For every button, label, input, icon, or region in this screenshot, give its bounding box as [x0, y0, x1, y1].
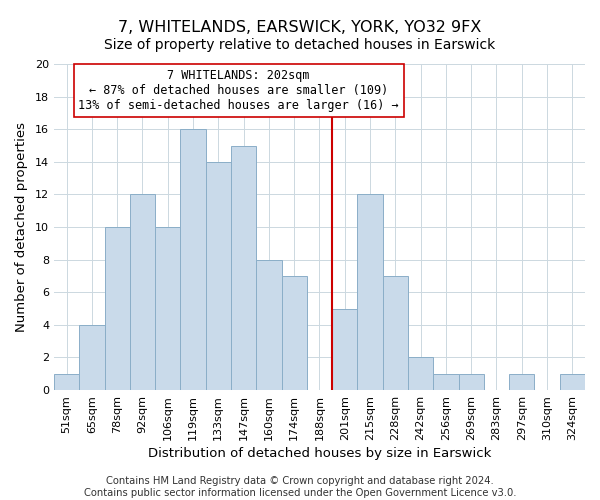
X-axis label: Distribution of detached houses by size in Earswick: Distribution of detached houses by size …	[148, 447, 491, 460]
Bar	[206, 162, 231, 390]
Bar	[181, 129, 206, 390]
Bar	[358, 194, 383, 390]
Bar	[130, 194, 155, 390]
Bar	[281, 276, 307, 390]
Bar	[433, 374, 458, 390]
Bar	[231, 146, 256, 390]
Bar	[560, 374, 585, 390]
Text: Size of property relative to detached houses in Earswick: Size of property relative to detached ho…	[104, 38, 496, 52]
Text: 7, WHITELANDS, EARSWICK, YORK, YO32 9FX: 7, WHITELANDS, EARSWICK, YORK, YO32 9FX	[118, 20, 482, 35]
Bar	[155, 227, 181, 390]
Text: 7 WHITELANDS: 202sqm
← 87% of detached houses are smaller (109)
13% of semi-deta: 7 WHITELANDS: 202sqm ← 87% of detached h…	[78, 69, 399, 112]
Y-axis label: Number of detached properties: Number of detached properties	[15, 122, 28, 332]
Bar	[509, 374, 535, 390]
Bar	[408, 358, 433, 390]
Bar	[54, 374, 79, 390]
Bar	[256, 260, 281, 390]
Bar	[383, 276, 408, 390]
Bar	[458, 374, 484, 390]
Bar	[332, 308, 358, 390]
Bar	[79, 325, 104, 390]
Bar	[104, 227, 130, 390]
Text: Contains HM Land Registry data © Crown copyright and database right 2024.
Contai: Contains HM Land Registry data © Crown c…	[84, 476, 516, 498]
